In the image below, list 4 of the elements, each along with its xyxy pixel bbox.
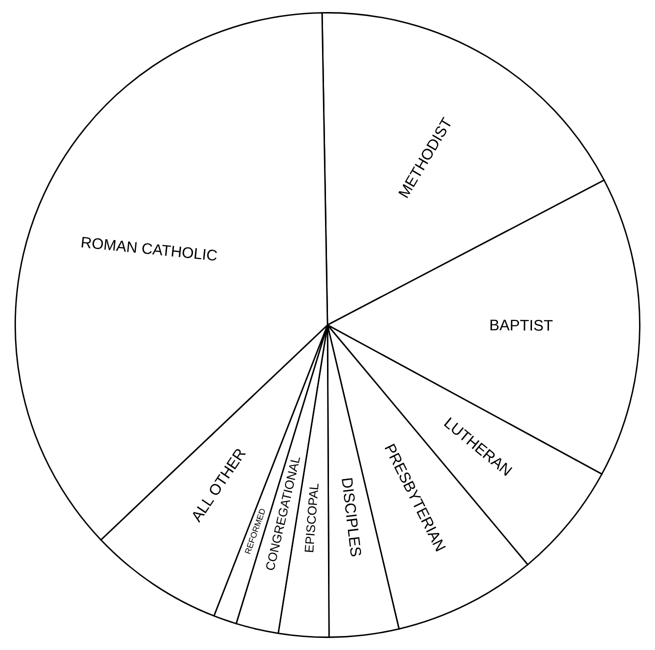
slice-label: DISCIPLES (342, 478, 362, 557)
slice-label: EPISCOPAL (304, 483, 319, 552)
slice-label: BAPTIST (490, 320, 553, 331)
slice-label: ROMAN CATHOLIC (82, 236, 218, 261)
